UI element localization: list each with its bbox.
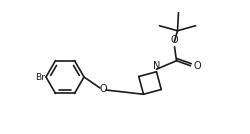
Text: O: O — [193, 61, 200, 71]
Text: N: N — [153, 61, 160, 71]
Text: O: O — [171, 35, 178, 45]
Text: O: O — [99, 84, 107, 94]
Text: Br: Br — [34, 72, 44, 81]
